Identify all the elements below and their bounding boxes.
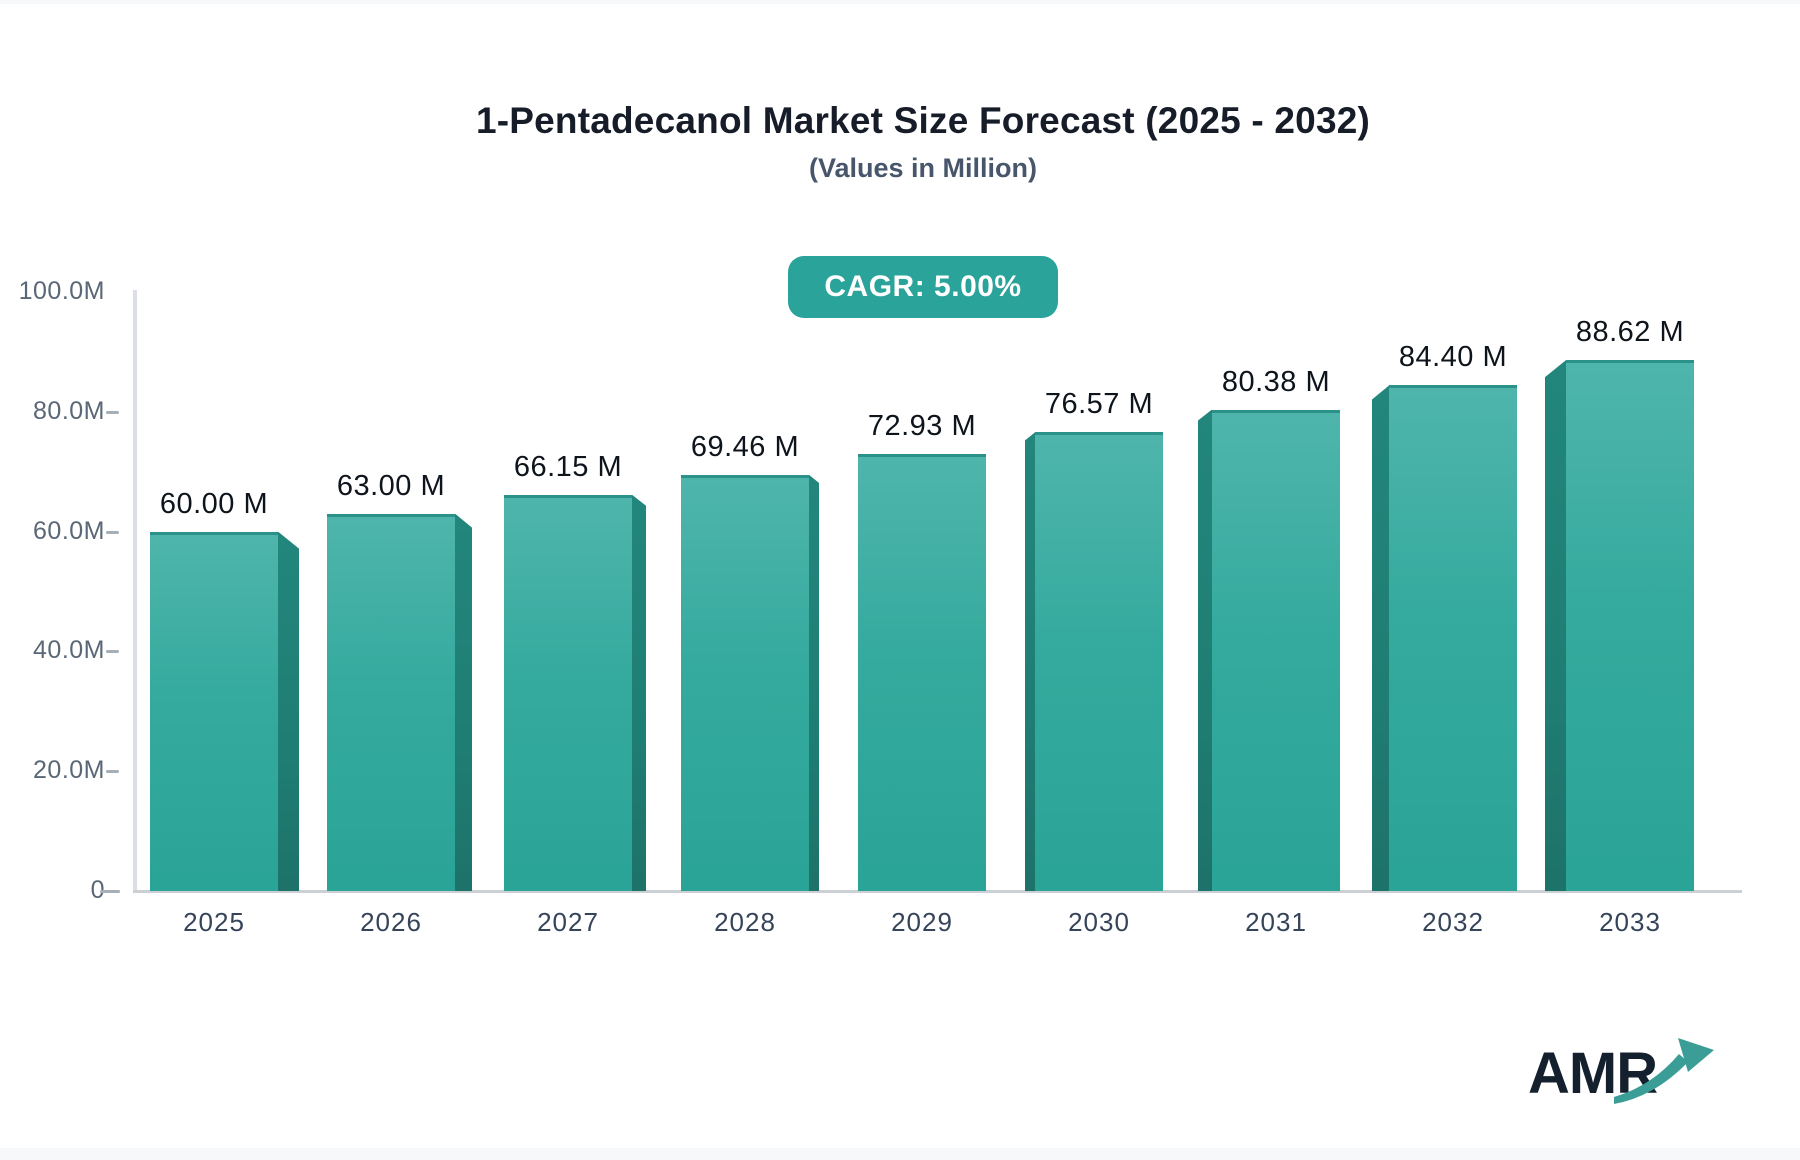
bar-value-label: 80.38 M [1221, 365, 1331, 398]
bar-value-label: 88.62 M [1575, 316, 1685, 349]
y-axis-tick [106, 410, 119, 414]
y-axis-line [133, 290, 137, 892]
x-axis-label: 2032 [1422, 907, 1484, 937]
bar-value-label: 84.40 M [1398, 341, 1508, 374]
y-axis-label: 40.0M [33, 636, 105, 665]
bar-side-2033 [1545, 360, 1566, 891]
bar-2033 [1566, 360, 1694, 891]
bar-2029 [858, 454, 986, 891]
bar-side-2028 [809, 474, 819, 891]
bar-value-label: 63.00 M [336, 469, 446, 502]
bar-value-label: 60.00 M [159, 487, 269, 520]
x-axis-label: 2027 [537, 907, 599, 937]
bar-side-2032 [1372, 385, 1389, 891]
y-axis-tick [106, 650, 119, 654]
y-axis-tick [100, 890, 120, 893]
y-axis-label: 0 [90, 876, 105, 904]
bar-value-label: 69.46 M [690, 430, 800, 463]
bar-side-2026 [455, 513, 472, 891]
bar-2026 [327, 513, 455, 891]
chart-canvas: 1-Pentadecanol Market Size Forecast (202… [0, 4, 1800, 1148]
x-axis-label: 2030 [1068, 907, 1130, 937]
y-axis-tick [106, 530, 119, 534]
bar-2028 [681, 474, 809, 891]
bar-2031 [1212, 409, 1340, 891]
y-axis-label: 20.0M [33, 756, 105, 785]
y-axis-label: 100.0M [18, 277, 105, 305]
bar-value-label: 72.93 M [867, 410, 977, 443]
bar-2027 [504, 494, 632, 891]
x-axis-label: 2033 [1599, 907, 1661, 937]
x-axis-label: 2025 [183, 907, 245, 937]
y-axis-label: 80.0M [33, 396, 105, 425]
growth-arrow-icon [1614, 1038, 1714, 1104]
bar-2032 [1389, 385, 1517, 891]
x-axis-line [133, 890, 1742, 893]
bar-side-2025 [278, 531, 299, 891]
x-axis-label: 2031 [1245, 907, 1307, 937]
bar-2030 [1035, 432, 1163, 891]
bar-value-label: 76.57 M [1044, 388, 1154, 421]
x-axis-label: 2028 [714, 907, 776, 937]
bar-side-2030 [1025, 432, 1035, 891]
bar-chart-plot: 100.0M 80.0M 60.0M 40.0M 20.0M 0 60.00 M 2025 63… [0, 4, 1800, 1160]
badge-row: CAGR: 5.00% [133, 256, 1713, 318]
x-axis-label: 2029 [891, 907, 953, 937]
y-axis-label: 60.0M [33, 516, 105, 545]
amr-logo: AMR [1528, 1034, 1718, 1118]
page-subtitle: (Values in Million) [808, 153, 1038, 183]
bar-side-2027 [632, 494, 646, 891]
page-title: 1-Pentadecanol Market Size Forecast (202… [475, 100, 1371, 141]
y-axis-tick [106, 770, 119, 774]
x-axis-label: 2026 [360, 907, 422, 937]
bar-2025 [150, 531, 278, 891]
cagr-badge: CAGR: 5.00% [788, 256, 1058, 318]
bar-value-label: 66.15 M [513, 450, 623, 483]
bar-side-2031 [1198, 409, 1212, 891]
